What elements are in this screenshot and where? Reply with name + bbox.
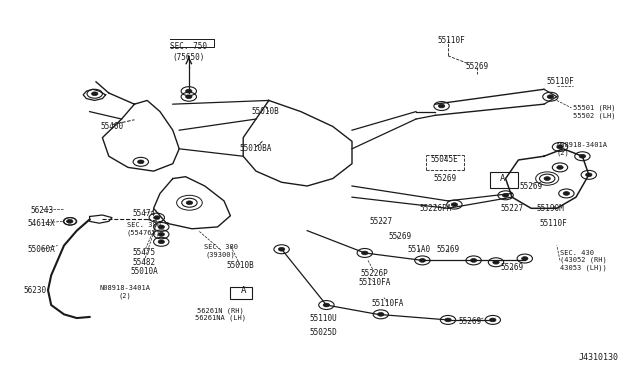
- Text: 55227: 55227: [500, 204, 524, 213]
- Text: 55226PA: 55226PA: [419, 204, 451, 213]
- Text: A: A: [241, 286, 246, 295]
- Text: 55269: 55269: [465, 62, 488, 71]
- Text: 55010BA: 55010BA: [240, 144, 272, 153]
- Text: 55025D: 55025D: [309, 328, 337, 337]
- Text: 55110FA: 55110FA: [371, 299, 403, 308]
- Text: 55269: 55269: [433, 174, 456, 183]
- Circle shape: [158, 232, 164, 236]
- Circle shape: [138, 160, 144, 164]
- Text: 55501 (RH)
55502 (LH): 55501 (RH) 55502 (LH): [573, 105, 615, 119]
- Circle shape: [378, 312, 384, 316]
- Text: 55010B: 55010B: [226, 262, 254, 270]
- Text: 55190M: 55190M: [536, 204, 564, 213]
- Text: 55400: 55400: [100, 122, 124, 131]
- Circle shape: [522, 257, 528, 260]
- Circle shape: [278, 247, 285, 251]
- Text: J4310130: J4310130: [579, 353, 618, 362]
- Text: 55010A: 55010A: [130, 267, 158, 276]
- Circle shape: [557, 166, 563, 169]
- Text: 55060A: 55060A: [28, 245, 56, 254]
- Circle shape: [557, 145, 563, 149]
- Text: 55474: 55474: [132, 209, 156, 218]
- Circle shape: [92, 92, 98, 96]
- Circle shape: [186, 201, 193, 205]
- Circle shape: [579, 154, 586, 158]
- Text: 55110F: 55110F: [546, 77, 574, 86]
- Text: 54614X: 54614X: [28, 219, 56, 228]
- Circle shape: [547, 95, 554, 99]
- Text: 55045E: 55045E: [431, 155, 459, 164]
- Circle shape: [445, 318, 451, 322]
- Text: 56261N (RH)
56261NA (LH): 56261N (RH) 56261NA (LH): [195, 307, 246, 321]
- Text: A: A: [500, 174, 505, 183]
- Text: 55269: 55269: [459, 317, 482, 326]
- Text: 55227: 55227: [369, 217, 392, 226]
- Circle shape: [323, 303, 330, 307]
- Circle shape: [186, 95, 192, 99]
- Text: 55269: 55269: [388, 232, 412, 241]
- Text: SEC. 380
(39300): SEC. 380 (39300): [204, 244, 238, 258]
- Text: 55010B: 55010B: [252, 107, 280, 116]
- Text: SEC. 750
(75650): SEC. 750 (75650): [170, 42, 207, 62]
- Text: N08918-3401A
(2): N08918-3401A (2): [99, 285, 150, 299]
- Text: N08918-3401A
(2): N08918-3401A (2): [557, 142, 608, 155]
- Circle shape: [451, 203, 458, 206]
- Circle shape: [438, 104, 445, 108]
- Circle shape: [154, 216, 160, 219]
- Text: 551A0: 551A0: [408, 245, 431, 254]
- Circle shape: [586, 173, 592, 177]
- Text: 55475: 55475: [132, 248, 156, 257]
- Text: 56243: 56243: [30, 206, 53, 215]
- Circle shape: [186, 89, 192, 93]
- Bar: [230, 287, 252, 299]
- Text: SEC. 430
(43052 (RH)
43053 (LH)): SEC. 430 (43052 (RH) 43053 (LH)): [560, 250, 607, 271]
- Circle shape: [158, 225, 164, 229]
- Circle shape: [419, 259, 426, 262]
- Bar: [490, 172, 518, 188]
- Text: 55269: 55269: [500, 263, 524, 272]
- Text: 55269: 55269: [520, 182, 543, 190]
- Text: 55269: 55269: [436, 245, 460, 254]
- Text: 55110FA: 55110FA: [358, 278, 390, 287]
- Circle shape: [493, 260, 499, 264]
- Circle shape: [362, 251, 368, 255]
- Text: 55110F: 55110F: [540, 219, 568, 228]
- Circle shape: [67, 219, 73, 223]
- Text: SEC. 380
(55476X): SEC. 380 (55476X): [127, 222, 161, 235]
- Circle shape: [563, 192, 570, 195]
- Circle shape: [502, 193, 509, 197]
- Circle shape: [158, 240, 164, 244]
- Text: 55110U: 55110U: [309, 314, 337, 323]
- Text: 56230: 56230: [24, 286, 47, 295]
- Circle shape: [544, 177, 550, 180]
- Circle shape: [490, 318, 496, 322]
- Text: 55226P: 55226P: [360, 269, 388, 278]
- Text: 55110F: 55110F: [437, 36, 465, 45]
- Circle shape: [470, 259, 477, 262]
- Text: 55482: 55482: [132, 258, 156, 267]
